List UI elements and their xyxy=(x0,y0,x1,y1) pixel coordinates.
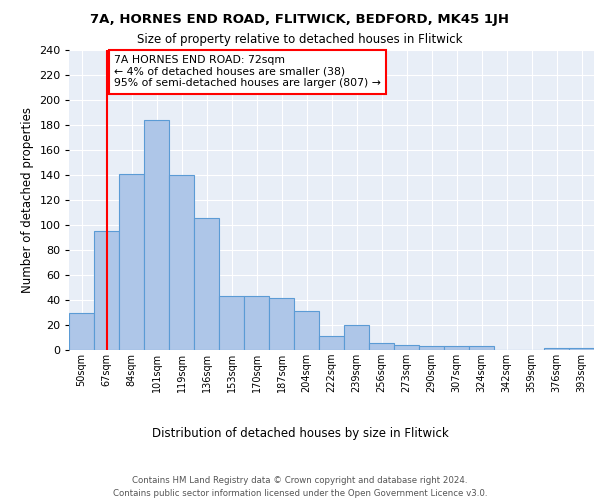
Bar xyxy=(469,346,494,350)
Bar xyxy=(144,120,169,350)
Text: 7A, HORNES END ROAD, FLITWICK, BEDFORD, MK45 1JH: 7A, HORNES END ROAD, FLITWICK, BEDFORD, … xyxy=(91,12,509,26)
Bar xyxy=(244,296,269,350)
Bar xyxy=(294,311,319,350)
Bar xyxy=(544,348,569,350)
Bar xyxy=(344,325,369,350)
Bar xyxy=(569,348,594,350)
Bar xyxy=(319,336,344,350)
Bar xyxy=(219,296,244,350)
Text: Contains HM Land Registry data © Crown copyright and database right 2024.
Contai: Contains HM Land Registry data © Crown c… xyxy=(113,476,487,498)
Bar xyxy=(69,312,94,350)
Text: Size of property relative to detached houses in Flitwick: Size of property relative to detached ho… xyxy=(137,32,463,46)
Bar xyxy=(394,345,419,350)
Text: Distribution of detached houses by size in Flitwick: Distribution of detached houses by size … xyxy=(152,428,448,440)
Text: 7A HORNES END ROAD: 72sqm
← 4% of detached houses are smaller (38)
95% of semi-d: 7A HORNES END ROAD: 72sqm ← 4% of detach… xyxy=(114,55,381,88)
Bar xyxy=(169,175,194,350)
Bar xyxy=(94,231,119,350)
Bar xyxy=(119,174,144,350)
Bar xyxy=(194,218,219,350)
Y-axis label: Number of detached properties: Number of detached properties xyxy=(21,107,34,293)
Bar xyxy=(369,342,394,350)
Bar xyxy=(444,346,469,350)
Bar xyxy=(269,298,294,350)
Bar xyxy=(419,346,444,350)
